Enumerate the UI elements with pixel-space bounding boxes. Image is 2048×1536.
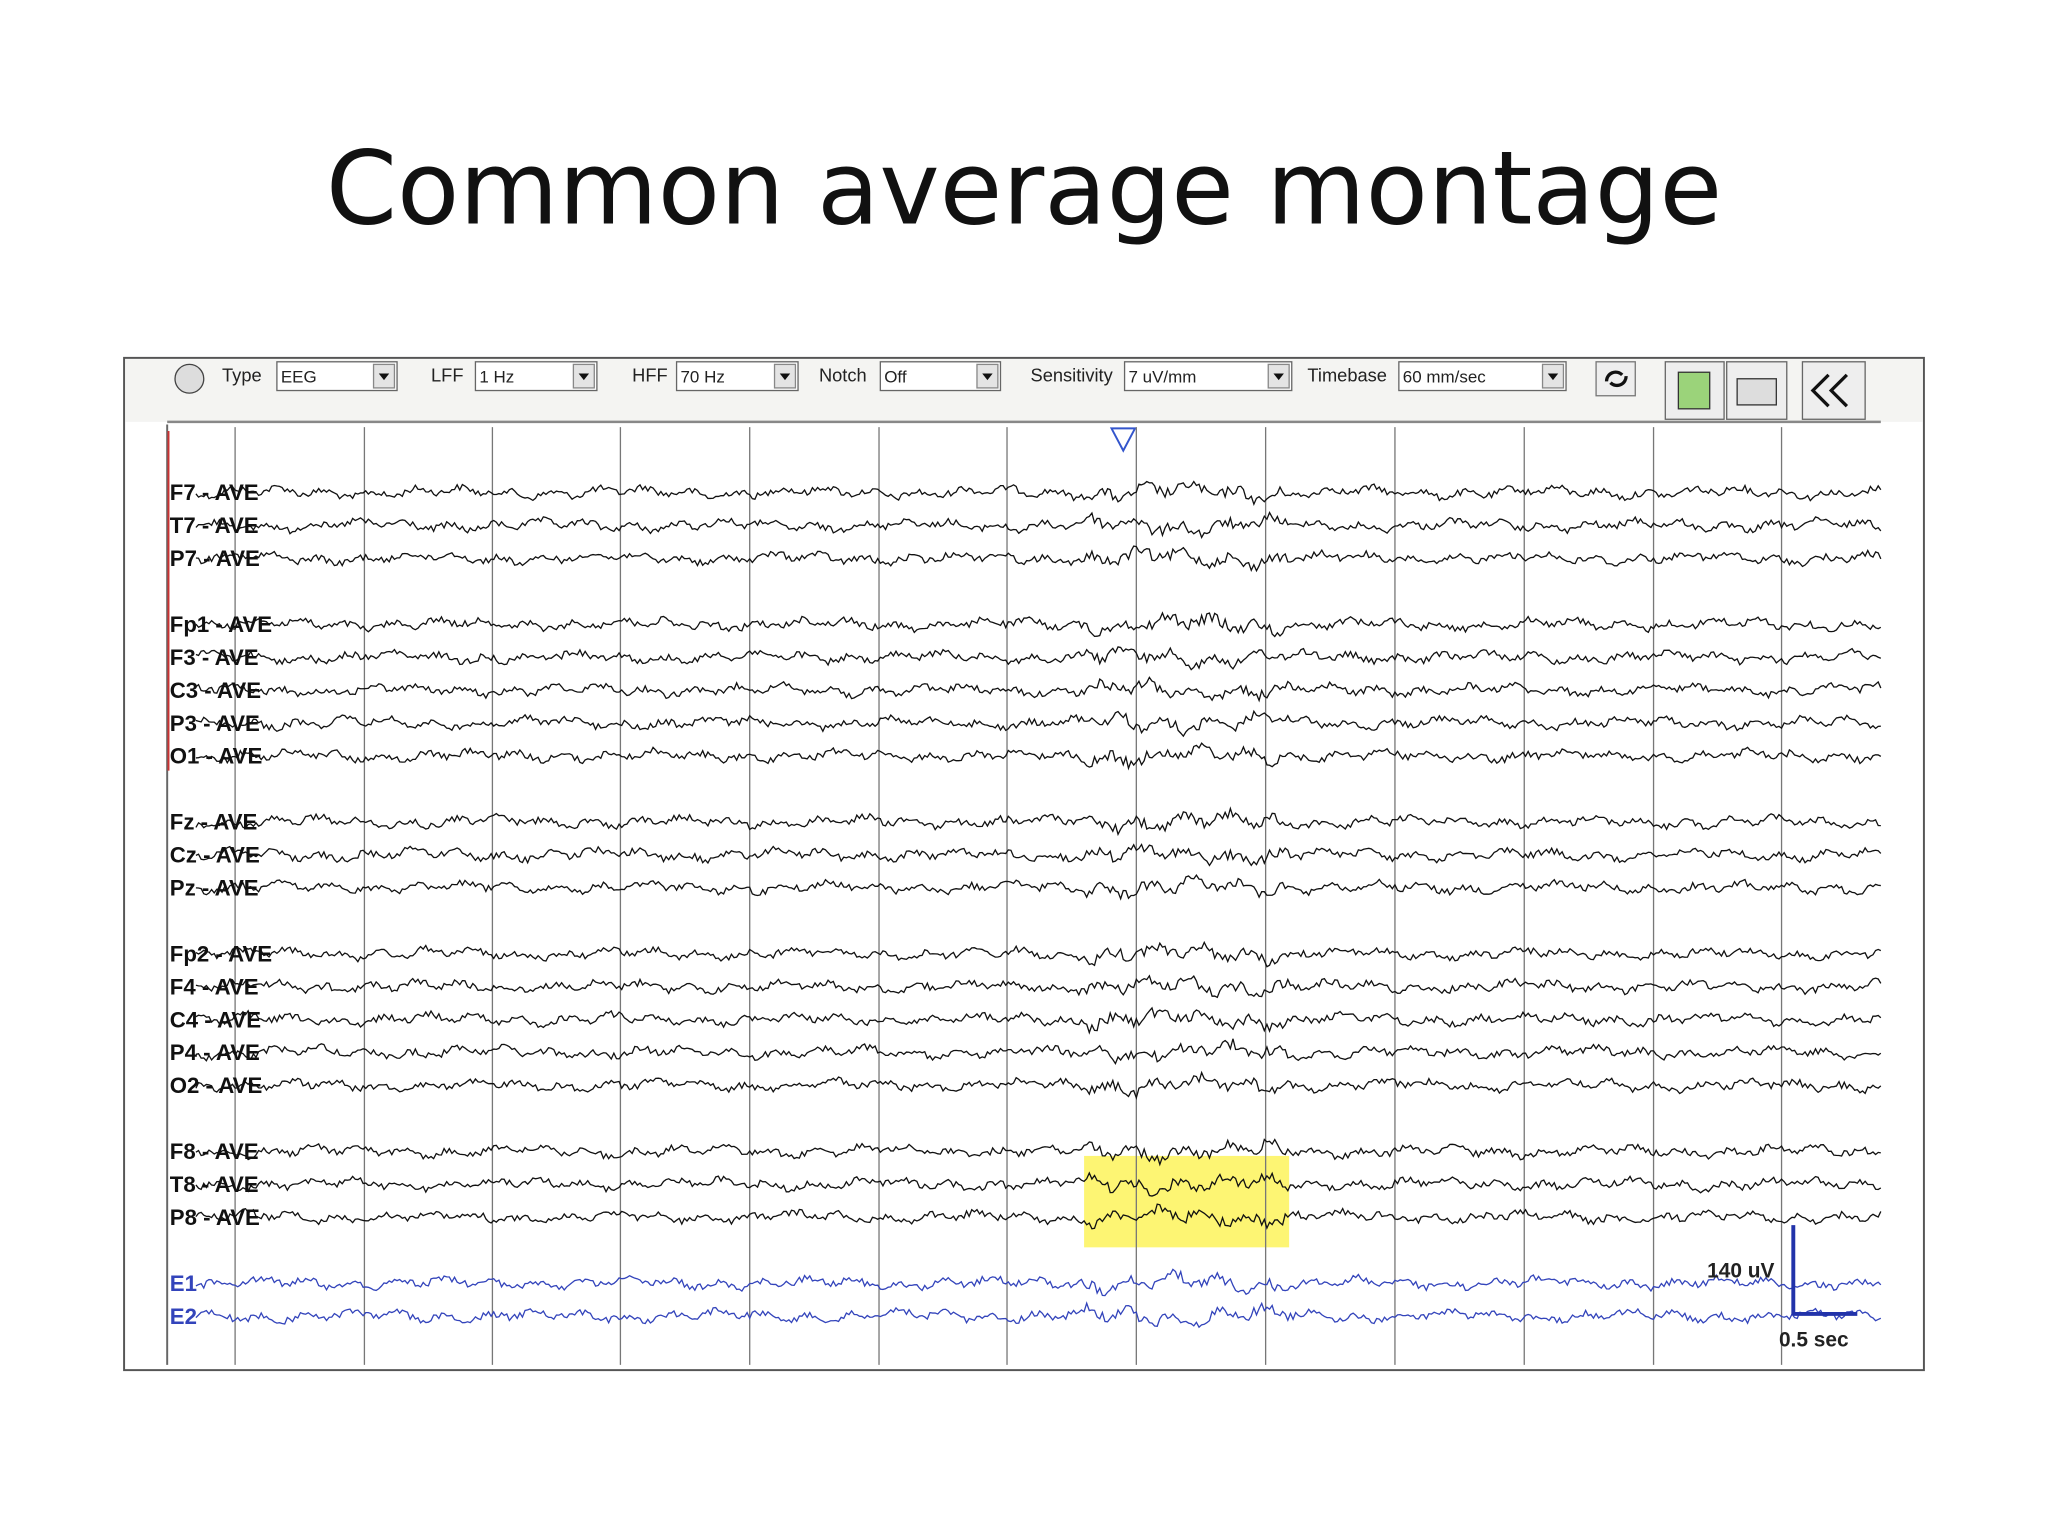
eeg-trace [195,646,1882,671]
eeg-trace [195,742,1882,771]
dropdown-arrow [578,373,590,381]
dropdown-arrow [1273,373,1284,381]
channel-label: C4 - AVE [170,1007,261,1032]
refresh-button[interactable] [1595,361,1636,397]
head-icon[interactable] [174,363,205,394]
dropdown-arrow [1547,373,1559,381]
control-label: Type [222,364,262,385]
channel-label: P3 - AVE [170,711,260,736]
dropdown-value: EEG [281,368,317,387]
channel-label: P7 - AVE [170,546,260,571]
dropdown-value: 1 Hz [479,368,514,387]
channel-label: E2 [170,1304,197,1329]
channel-label: F4 - AVE [170,974,259,999]
dropdown-arrow [982,373,993,381]
channel-label: Cz - AVE [170,843,260,868]
eeg-trace [195,1268,1882,1297]
eeg-trace [195,1038,1882,1065]
eeg-trace [195,1203,1882,1230]
eeg-trace [195,1171,1882,1197]
eeg-trace [195,611,1882,638]
channel-label: Pz - AVE [170,875,259,900]
dropdown[interactable] [1398,361,1567,392]
slide-title: Common average montage [326,130,1722,249]
dropdown[interactable] [1123,361,1293,392]
eeg-trace [195,1070,1882,1100]
eeg-trace [195,545,1882,573]
calibration-amplitude: 140 uV [1707,1259,1774,1282]
doc-icon [1677,371,1711,410]
channel-label: Fz - AVE [170,810,258,835]
eeg-trace [195,1138,1881,1167]
eeg-trace [195,873,1881,901]
dropdown-arrow [378,373,390,381]
dropdown-value: 60 mm/sec [1403,368,1486,387]
control-label: HFF [632,364,668,385]
toolbar-controls: Type EEG LFF 1 Hz HFF 70 Hz Notch Off Sensitivit… [174,361,1866,420]
time-marker [1109,427,1137,453]
eeg-trace [195,1301,1882,1329]
eeg-trace [195,676,1882,703]
channel-label: E1 [170,1271,197,1296]
control-label: LFF [431,364,463,385]
eeg-trace [195,974,1882,999]
eeg-window [123,356,1925,1372]
channel-label: T7 - AVE [170,513,259,538]
channel-label: F7 - AVE [170,480,259,505]
channel-label: O2 - AVE [170,1073,262,1098]
eeg-trace [195,806,1881,837]
dropdown-value: Off [884,368,907,387]
eeg-trace [195,843,1882,867]
control-label: Notch [819,364,867,385]
refresh-icon [1604,370,1628,388]
channel-label: T8 - AVE [170,1172,259,1197]
channel-label: Fp1 - AVE [170,612,272,637]
dropdown-arrow [779,373,791,381]
channel-label: C3 - AVE [170,678,261,703]
highlight [1084,1155,1290,1248]
channel-label: F3 - AVE [170,645,259,670]
channel-label: O1 - AVE [170,744,262,769]
camera-icon [1736,378,1777,406]
channel-label: P4 - AVE [170,1040,260,1065]
calibration-time: 0.5 sec [1779,1329,1849,1352]
dropdown-value: 70 Hz [680,368,724,387]
rewind-icon [1810,373,1849,408]
eeg-trace [195,480,1882,506]
dropdown-value: 7 uV/mm [1128,368,1196,387]
eeg-trace [195,709,1881,738]
eeg-trace [195,510,1882,540]
eeg-plot: F7 - AVE T7 - AVE P7 - AVE Fp1 - AVE F3 - AV… [166,424,1882,1365]
channel-label: Fp2 - AVE [170,941,272,966]
eeg-trace [195,1006,1882,1035]
eeg-trace [195,940,1882,968]
channel-label: P8 - AVE [170,1205,260,1230]
control-label: Sensitivity [1031,364,1114,385]
control-label: Timebase [1307,364,1387,385]
channel-label: F8 - AVE [170,1139,259,1164]
